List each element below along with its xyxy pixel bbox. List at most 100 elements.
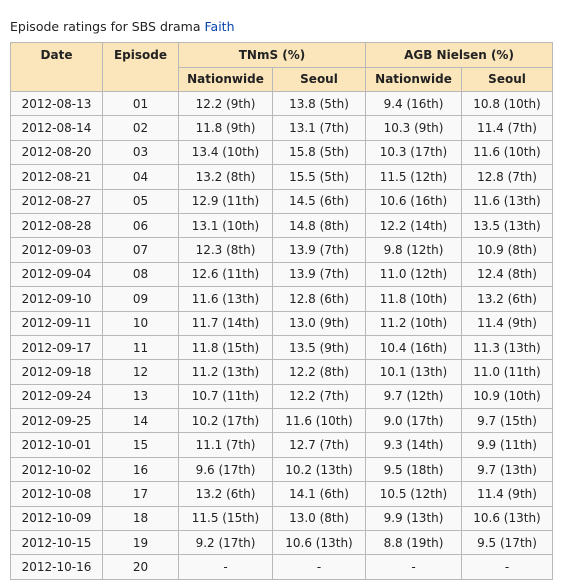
table-cell: 10 [102, 310, 179, 336]
table-row: 2012-09-03 07 12.3 (8th) 13.9 (7th) 9.8 (12t… [10, 237, 554, 263]
table-cell: 2012-10-01 [10, 432, 103, 458]
table-cell: 9.5 (17th) [461, 530, 554, 556]
table-cell: 9.6 (17th) [178, 456, 273, 483]
table-body: 2012-08-13 01 12.2 (9th) 13.8 (5th) 9.4 (16t… [10, 90, 554, 580]
caption-text: Episode ratings for SBS drama [10, 19, 201, 34]
table-cell: 15.8 (5th) [271, 139, 367, 166]
table-cell: 01 [102, 90, 179, 117]
table-row: 2012-08-14 02 11.8 (9th) 13.1 (7th) 10.3 (9t… [10, 115, 554, 141]
table-cell: 2012-09-24 [10, 383, 103, 410]
table-cell: 09 [102, 286, 179, 312]
table-cell: 2012-08-13 [10, 90, 103, 117]
table-cell: 2012-09-17 [10, 334, 103, 361]
table-cell: 12.9 (11th) [178, 188, 273, 214]
table-row: 2012-08-27 05 12.9 (11th) 14.5 (6th) 10.6 (1… [10, 188, 554, 214]
header-cell: Seoul [271, 66, 367, 92]
table-cell: 12.2 (9th) [178, 90, 273, 117]
table-cell: 11.3 (13th) [461, 334, 554, 361]
table-cell: - [271, 554, 367, 580]
table-cell: 13.8 (5th) [271, 90, 367, 117]
table-cell: 12.8 (6th) [271, 286, 367, 312]
caption-link[interactable]: Faith [204, 19, 235, 34]
header-cell: Nationwide [365, 66, 463, 92]
table-cell: 9.3 (14th) [365, 432, 463, 458]
table-cell: 14.8 (8th) [271, 212, 367, 239]
table-cell: 10.9 (10th) [461, 383, 554, 410]
table-cell: 10.8 (10th) [461, 90, 554, 117]
table-cell: 2012-10-09 [10, 505, 103, 532]
table-row: 2012-08-20 03 13.4 (10th) 15.8 (5th) 10.3 (1… [10, 139, 554, 166]
table-cell: 9.7 (13th) [461, 456, 554, 483]
table-cell: 2012-09-11 [10, 310, 103, 336]
table-cell: 13.1 (7th) [271, 115, 367, 141]
table-cell: 11.4 (7th) [461, 115, 554, 141]
table-cell: 2012-08-20 [10, 139, 103, 166]
table-row: 2012-10-01 15 11.1 (7th) 12.7 (7th) 9.3 (14t… [10, 432, 554, 458]
table-cell: 11.5 (12th) [365, 164, 463, 190]
table-cell: 10.4 (16th) [365, 334, 463, 361]
table-cell: 10.3 (17th) [365, 139, 463, 166]
table-cell: 11.8 (10th) [365, 286, 463, 312]
table-cell: 13.5 (13th) [461, 212, 554, 239]
table-cell: 11.5 (15th) [178, 505, 273, 532]
ratings-table: Date Episode TNmS (%) AGB Nielsen (%) Na… [10, 42, 554, 580]
table-row: 2012-10-16 20- - - - [10, 554, 554, 580]
table-cell: 02 [102, 115, 179, 141]
table-cell: 9.7 (12th) [365, 383, 463, 410]
table-cell: 13.0 (9th) [271, 310, 367, 336]
table-cell: 10.2 (13th) [271, 456, 367, 483]
table-row: 2012-10-15 19 9.2 (17th) 10.6 (13th) 8.8 (19… [10, 530, 554, 556]
table-cell: 13.1 (10th) [178, 212, 273, 239]
table-cell: 11.1 (7th) [178, 432, 273, 458]
table-row: 2012-08-28 06 13.1 (10th) 14.8 (8th) 12.2 (1… [10, 212, 554, 239]
table-cell: 2012-10-08 [10, 481, 103, 507]
table-cell: 13.4 (10th) [178, 139, 273, 166]
table-cell: 10.7 (11th) [178, 383, 273, 410]
table-cell: 10.6 (13th) [461, 505, 554, 532]
table-cell: 11.8 (15th) [178, 334, 273, 361]
header-row: Nationwide Seoul Nationwide Seoul [11, 66, 554, 92]
table-cell: 13.9 (7th) [271, 237, 367, 263]
table-cell: 9.9 (11th) [461, 432, 554, 458]
table-cell: 2012-09-10 [10, 286, 103, 312]
table-row: 2012-08-13 01 12.2 (9th) 13.8 (5th) 9.4 (16t… [10, 90, 554, 117]
table-cell: 2012-09-04 [10, 261, 103, 288]
table-cell: 10.3 (9th) [365, 115, 463, 141]
table-cell: 9.8 (12th) [365, 237, 463, 263]
header-cell: Episode [102, 42, 179, 92]
table-cell: 11.2 (10th) [365, 310, 463, 336]
table-cell: 12.2 (7th) [271, 383, 367, 410]
table-row: 2012-10-02 16 9.6 (17th) 10.2 (13th) 9.5 (18… [10, 456, 554, 483]
table-cell: 11.6 (10th) [271, 408, 367, 434]
table-row: 2012-09-10 09 11.6 (13th) 12.8 (6th) 11.8 (1… [10, 286, 554, 312]
table-cell: 20 [102, 554, 179, 580]
table-cell: 11.7 (14th) [178, 310, 273, 336]
table-cell: 2012-10-16 [10, 554, 103, 580]
table-cell: 18 [102, 505, 179, 532]
table-cell: 19 [102, 530, 179, 556]
table-cell: 17 [102, 481, 179, 507]
table-cell: 11.0 (11th) [461, 359, 554, 385]
table-cell: 2012-08-14 [10, 115, 103, 141]
table-cell: 04 [102, 164, 179, 190]
table-cell: 12.6 (11th) [178, 261, 273, 288]
table-row: 2012-10-08 17 13.2 (6th) 14.1 (6th) 10.5 (12… [10, 481, 554, 507]
table-cell: 12 [102, 359, 179, 385]
table-cell: 13.2 (8th) [178, 164, 273, 190]
table-cell: - [178, 554, 273, 580]
table-cell: 12.2 (14th) [365, 212, 463, 239]
table-cell: 9.9 (13th) [365, 505, 463, 532]
table-cell: 11.8 (9th) [178, 115, 273, 141]
table-row: 2012-09-24 13 10.7 (11th) 12.2 (7th) 9.7 (12… [10, 383, 554, 410]
table-cell: 08 [102, 261, 179, 288]
table-cell: 9.5 (18th) [365, 456, 463, 483]
header-cell: Date [10, 42, 103, 92]
table-cell: 2012-10-15 [10, 530, 103, 556]
table-cell: 14.5 (6th) [271, 188, 367, 214]
table-cell: 9.4 (16th) [365, 90, 463, 117]
table-cell: 12.3 (8th) [178, 237, 273, 263]
table-cell: 11.2 (13th) [178, 359, 273, 385]
table-cell: 2012-08-27 [10, 188, 103, 214]
table-cell: 13.2 (6th) [178, 481, 273, 507]
